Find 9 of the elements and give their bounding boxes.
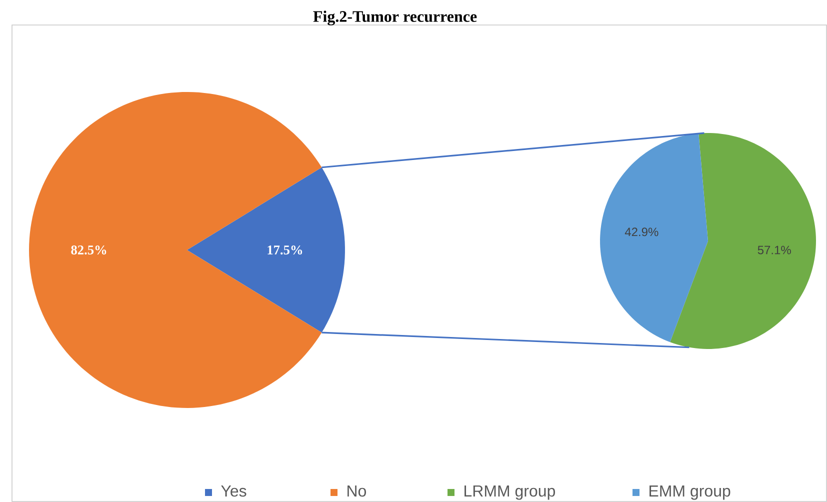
data-label: 82.5% bbox=[71, 245, 106, 255]
chart-title: Fig.2-Tumor recurrence bbox=[313, 10, 477, 26]
data-label: 17.5% bbox=[268, 245, 302, 255]
data-label: 57.1% bbox=[758, 246, 791, 254]
legend-label: Yes bbox=[221, 485, 246, 497]
legend-label: LRMM group bbox=[464, 485, 555, 500]
legend-label: EMM group bbox=[650, 485, 730, 500]
data-label: 42.9% bbox=[624, 228, 658, 236]
legend-label: No bbox=[348, 485, 366, 497]
